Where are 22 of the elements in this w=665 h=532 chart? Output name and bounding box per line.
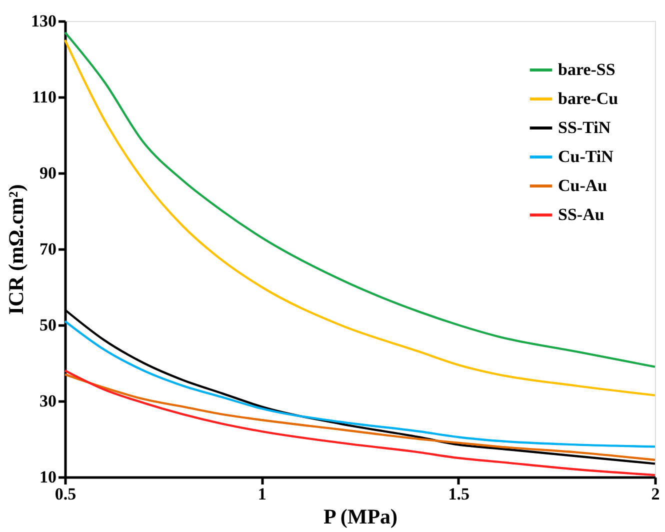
line-series bbox=[64, 373, 656, 461]
x-tick-label: 2 bbox=[651, 484, 660, 504]
line-series bbox=[64, 370, 656, 476]
x-tick-label: 0.5 bbox=[54, 484, 76, 504]
legend-label: Cu-Au bbox=[558, 176, 608, 195]
legend-label: Cu-TiN bbox=[558, 147, 614, 166]
legend-label: SS-TiN bbox=[558, 118, 612, 137]
y-tick-label: 110 bbox=[32, 88, 56, 106]
y-tick-label: 90 bbox=[40, 164, 56, 182]
y-tick-label: 130 bbox=[31, 12, 56, 30]
y-tick-label: 10 bbox=[40, 468, 56, 486]
y-tick-label: 70 bbox=[40, 240, 56, 258]
x-axis-title: P (MPa) bbox=[323, 504, 398, 528]
y-axis-title: ICR (mΩ.cm²) bbox=[4, 184, 28, 315]
line-series bbox=[64, 320, 656, 448]
x-tick-label: 1 bbox=[258, 484, 266, 504]
x-tick-label: 1.5 bbox=[448, 484, 470, 504]
y-tick-label: 50 bbox=[40, 316, 56, 334]
legend-label: bare-Cu bbox=[558, 89, 618, 108]
y-tick-label: 30 bbox=[40, 392, 56, 410]
legend-label: SS-Au bbox=[558, 205, 604, 224]
legend-label: bare-SS bbox=[558, 60, 616, 79]
